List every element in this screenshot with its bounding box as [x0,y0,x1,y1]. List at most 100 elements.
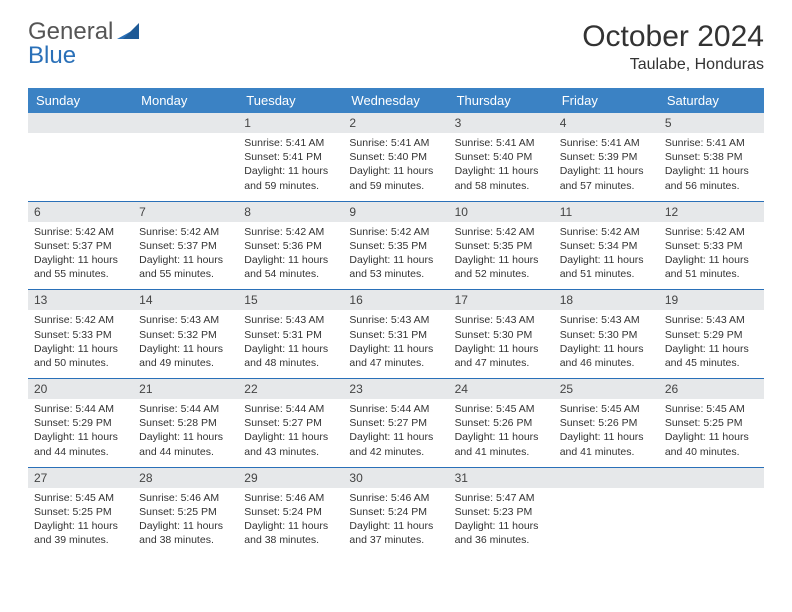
day-body: Sunrise: 5:46 AMSunset: 5:25 PMDaylight:… [133,488,238,556]
daylight-text: Daylight: 11 hours and 45 minutes. [665,342,758,370]
day-body-empty [28,133,133,193]
calendar-header-row: Sunday Monday Tuesday Wednesday Thursday… [28,88,764,113]
calendar-cell: 30Sunrise: 5:46 AMSunset: 5:24 PMDayligh… [343,467,448,555]
daylight-text: Daylight: 11 hours and 52 minutes. [455,253,548,281]
daylight-text: Daylight: 11 hours and 59 minutes. [349,164,442,192]
calendar-cell: 8Sunrise: 5:42 AMSunset: 5:36 PMDaylight… [238,201,343,290]
sunset-text: Sunset: 5:37 PM [139,239,232,253]
calendar-cell: 7Sunrise: 5:42 AMSunset: 5:37 PMDaylight… [133,201,238,290]
weekday-header: Wednesday [343,88,448,113]
sunrise-text: Sunrise: 5:41 AM [455,136,548,150]
weekday-header: Monday [133,88,238,113]
day-body-empty [659,488,764,548]
day-number: 28 [133,468,238,488]
day-body: Sunrise: 5:46 AMSunset: 5:24 PMDaylight:… [238,488,343,556]
day-body: Sunrise: 5:42 AMSunset: 5:33 PMDaylight:… [28,310,133,378]
sunrise-text: Sunrise: 5:42 AM [665,225,758,239]
daylight-text: Daylight: 11 hours and 40 minutes. [665,430,758,458]
day-number: 12 [659,202,764,222]
calendar-cell: 9Sunrise: 5:42 AMSunset: 5:35 PMDaylight… [343,201,448,290]
calendar-cell [28,113,133,201]
day-number: 26 [659,379,764,399]
sunrise-text: Sunrise: 5:45 AM [665,402,758,416]
day-number: 15 [238,290,343,310]
sunrise-text: Sunrise: 5:42 AM [349,225,442,239]
sunset-text: Sunset: 5:31 PM [244,328,337,342]
sunset-text: Sunset: 5:35 PM [455,239,548,253]
title-block: October 2024 Taulabe, Honduras [582,20,764,74]
day-body: Sunrise: 5:42 AMSunset: 5:33 PMDaylight:… [659,222,764,290]
calendar-row: 1Sunrise: 5:41 AMSunset: 5:41 PMDaylight… [28,113,764,201]
calendar-cell: 23Sunrise: 5:44 AMSunset: 5:27 PMDayligh… [343,379,448,468]
sunset-text: Sunset: 5:30 PM [560,328,653,342]
calendar-cell: 1Sunrise: 5:41 AMSunset: 5:41 PMDaylight… [238,113,343,201]
calendar-cell: 12Sunrise: 5:42 AMSunset: 5:33 PMDayligh… [659,201,764,290]
sunrise-text: Sunrise: 5:41 AM [560,136,653,150]
calendar-cell: 3Sunrise: 5:41 AMSunset: 5:40 PMDaylight… [449,113,554,201]
sunrise-text: Sunrise: 5:43 AM [349,313,442,327]
daylight-text: Daylight: 11 hours and 48 minutes. [244,342,337,370]
daylight-text: Daylight: 11 hours and 58 minutes. [455,164,548,192]
calendar-cell: 18Sunrise: 5:43 AMSunset: 5:30 PMDayligh… [554,290,659,379]
sunrise-text: Sunrise: 5:41 AM [665,136,758,150]
month-title: October 2024 [582,20,764,54]
day-body: Sunrise: 5:41 AMSunset: 5:39 PMDaylight:… [554,133,659,201]
day-number: 21 [133,379,238,399]
day-body-empty [133,133,238,193]
sunset-text: Sunset: 5:31 PM [349,328,442,342]
day-number: 22 [238,379,343,399]
calendar-cell: 11Sunrise: 5:42 AMSunset: 5:34 PMDayligh… [554,201,659,290]
calendar-row: 13Sunrise: 5:42 AMSunset: 5:33 PMDayligh… [28,290,764,379]
calendar-cell: 20Sunrise: 5:44 AMSunset: 5:29 PMDayligh… [28,379,133,468]
day-number: 31 [449,468,554,488]
calendar-cell: 5Sunrise: 5:41 AMSunset: 5:38 PMDaylight… [659,113,764,201]
sunrise-text: Sunrise: 5:46 AM [349,491,442,505]
day-body: Sunrise: 5:44 AMSunset: 5:27 PMDaylight:… [238,399,343,467]
sunset-text: Sunset: 5:25 PM [139,505,232,519]
day-number: 25 [554,379,659,399]
day-number-empty [133,113,238,133]
daylight-text: Daylight: 11 hours and 36 minutes. [455,519,548,547]
sunset-text: Sunset: 5:24 PM [244,505,337,519]
day-number: 30 [343,468,448,488]
daylight-text: Daylight: 11 hours and 44 minutes. [34,430,127,458]
sunrise-text: Sunrise: 5:42 AM [139,225,232,239]
day-body: Sunrise: 5:43 AMSunset: 5:30 PMDaylight:… [554,310,659,378]
daylight-text: Daylight: 11 hours and 46 minutes. [560,342,653,370]
sunset-text: Sunset: 5:35 PM [349,239,442,253]
day-body: Sunrise: 5:43 AMSunset: 5:31 PMDaylight:… [238,310,343,378]
day-number: 16 [343,290,448,310]
sunset-text: Sunset: 5:25 PM [34,505,127,519]
sunrise-text: Sunrise: 5:45 AM [455,402,548,416]
daylight-text: Daylight: 11 hours and 37 minutes. [349,519,442,547]
calendar-cell [133,113,238,201]
day-body: Sunrise: 5:42 AMSunset: 5:36 PMDaylight:… [238,222,343,290]
weekday-header: Friday [554,88,659,113]
sunset-text: Sunset: 5:32 PM [139,328,232,342]
day-body: Sunrise: 5:41 AMSunset: 5:38 PMDaylight:… [659,133,764,201]
day-number: 1 [238,113,343,133]
calendar-cell: 31Sunrise: 5:47 AMSunset: 5:23 PMDayligh… [449,467,554,555]
location-label: Taulabe, Honduras [582,56,764,74]
logo-gray-text: General [28,18,113,45]
day-number-empty [659,468,764,488]
daylight-text: Daylight: 11 hours and 59 minutes. [244,164,337,192]
sunset-text: Sunset: 5:39 PM [560,150,653,164]
calendar-cell: 21Sunrise: 5:44 AMSunset: 5:28 PMDayligh… [133,379,238,468]
sunrise-text: Sunrise: 5:43 AM [244,313,337,327]
day-body: Sunrise: 5:43 AMSunset: 5:29 PMDaylight:… [659,310,764,378]
day-number: 13 [28,290,133,310]
calendar-cell: 24Sunrise: 5:45 AMSunset: 5:26 PMDayligh… [449,379,554,468]
calendar-cell: 6Sunrise: 5:42 AMSunset: 5:37 PMDaylight… [28,201,133,290]
logo: General Blue [28,20,139,68]
daylight-text: Daylight: 11 hours and 53 minutes. [349,253,442,281]
weekday-header: Thursday [449,88,554,113]
calendar-cell: 4Sunrise: 5:41 AMSunset: 5:39 PMDaylight… [554,113,659,201]
sunrise-text: Sunrise: 5:44 AM [139,402,232,416]
sunset-text: Sunset: 5:40 PM [349,150,442,164]
calendar-cell: 13Sunrise: 5:42 AMSunset: 5:33 PMDayligh… [28,290,133,379]
daylight-text: Daylight: 11 hours and 56 minutes. [665,164,758,192]
sunset-text: Sunset: 5:40 PM [455,150,548,164]
day-body: Sunrise: 5:45 AMSunset: 5:25 PMDaylight:… [28,488,133,556]
calendar-cell: 22Sunrise: 5:44 AMSunset: 5:27 PMDayligh… [238,379,343,468]
